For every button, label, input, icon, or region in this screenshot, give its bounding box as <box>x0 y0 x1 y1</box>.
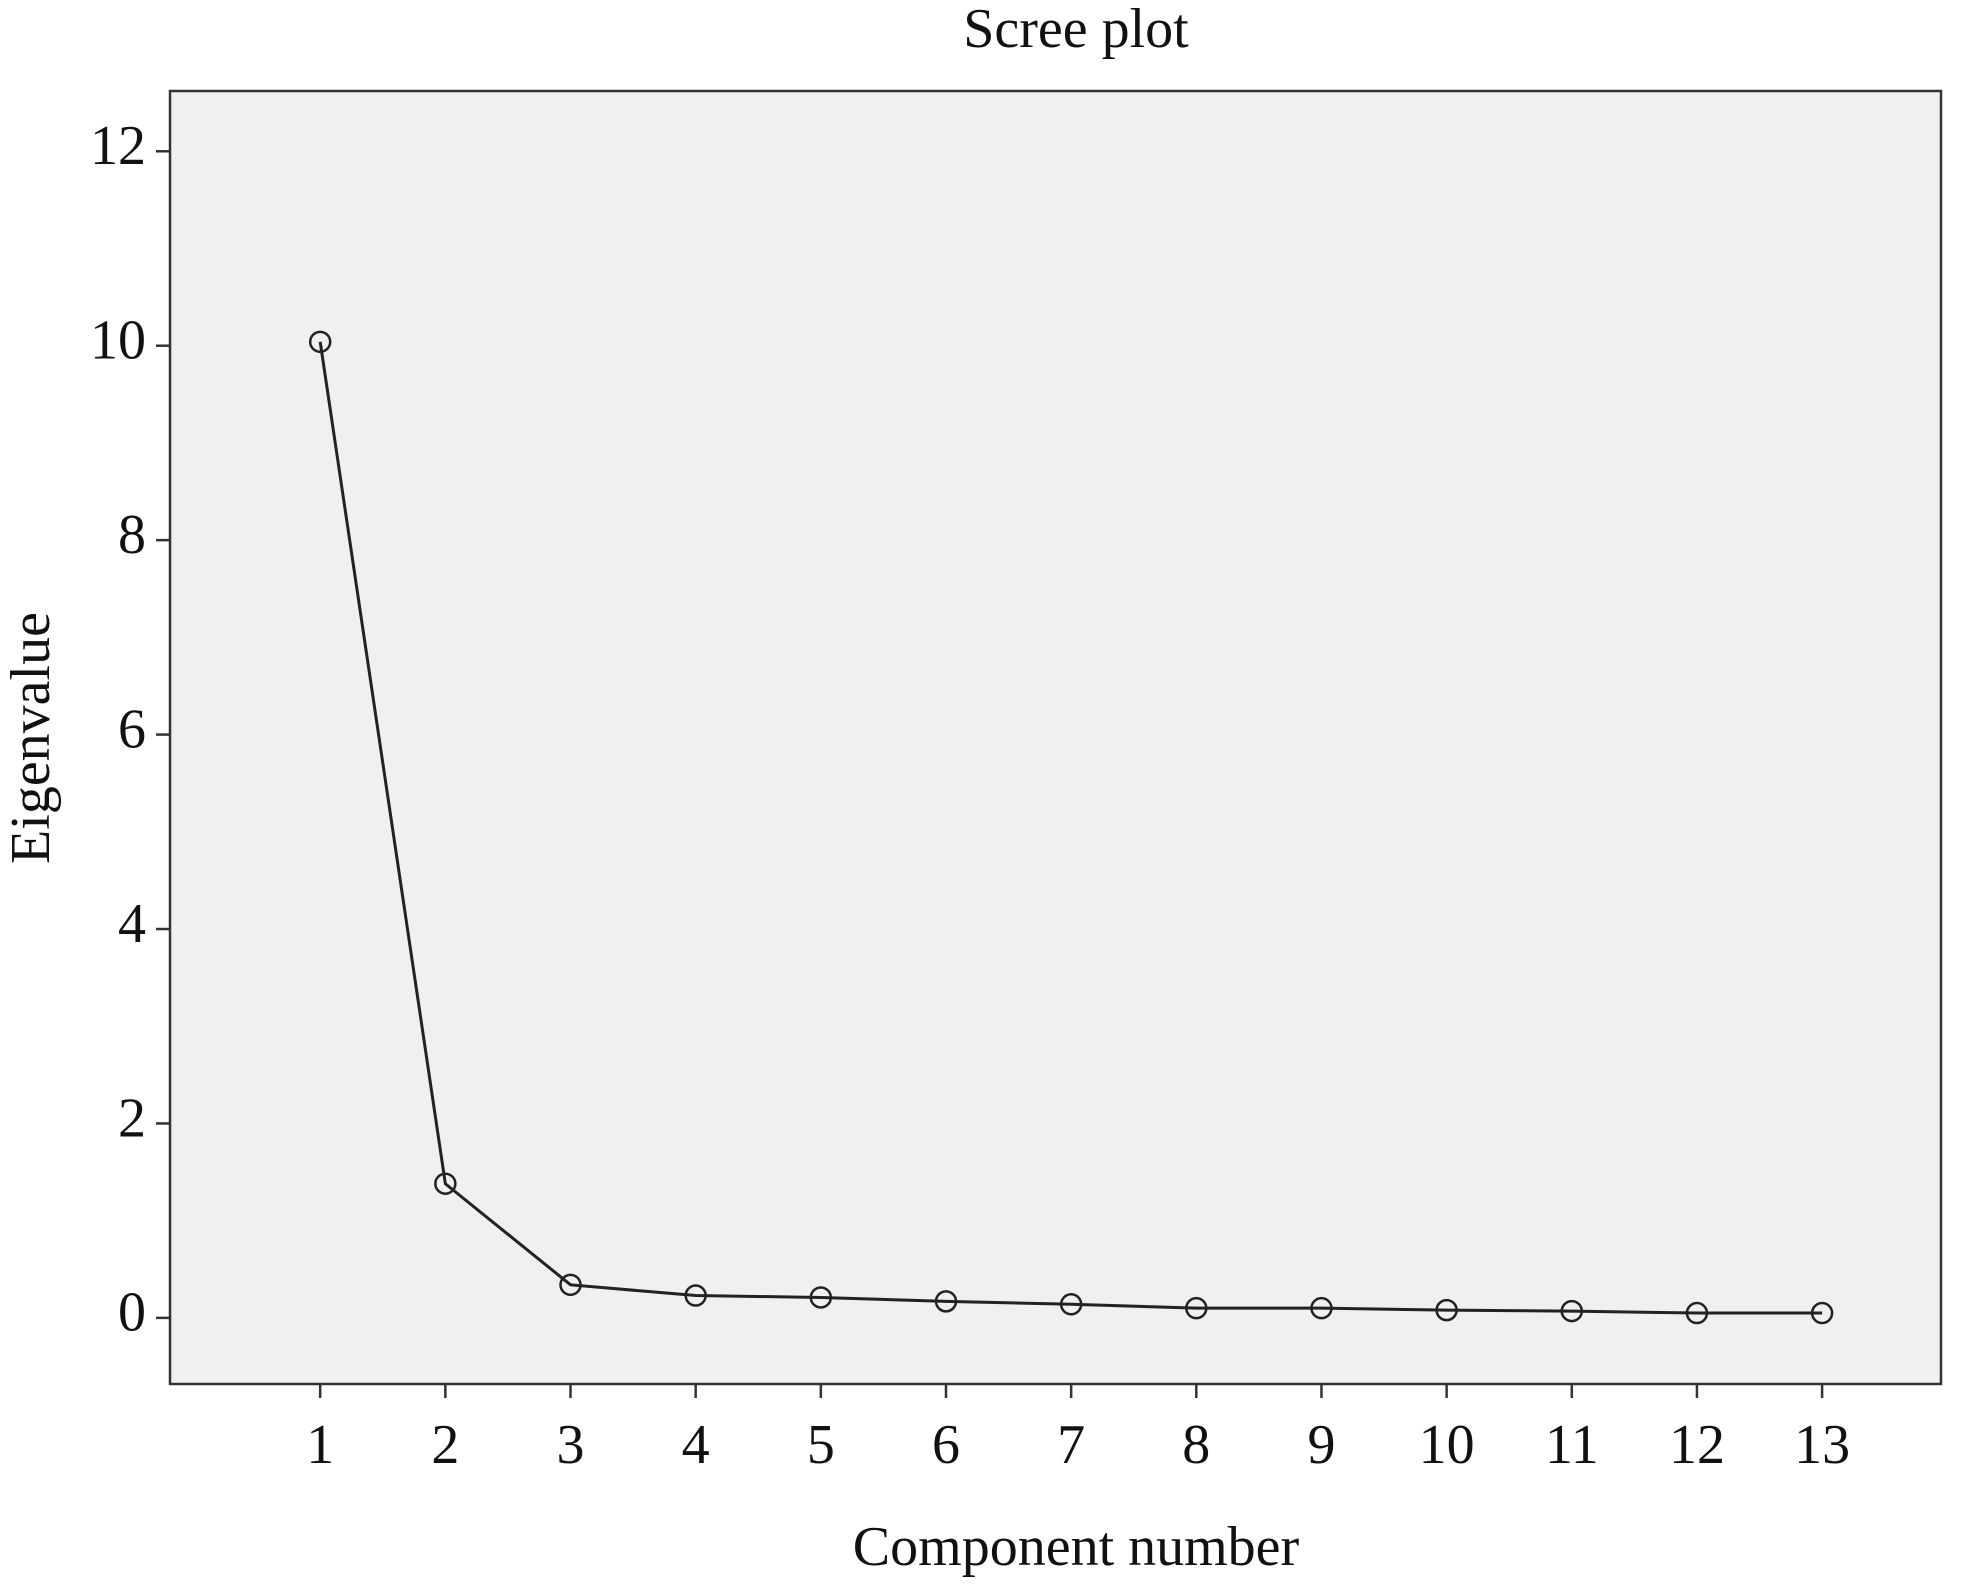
x-tick-label: 7 <box>1057 1414 1085 1476</box>
x-tick-label: 6 <box>932 1414 960 1476</box>
chart-title: Scree plot <box>963 0 1189 60</box>
x-tick-label: 10 <box>1419 1414 1475 1476</box>
plot-area <box>168 89 1943 1386</box>
data-point <box>1435 1298 1458 1322</box>
x-tick-label: 1 <box>306 1414 334 1476</box>
x-tick-label: 13 <box>1794 1414 1850 1476</box>
x-axis-label: Component number <box>853 1516 1300 1578</box>
data-point <box>1310 1296 1333 1320</box>
x-tick-label: 2 <box>431 1414 459 1476</box>
y-tick-label: 2 <box>118 1087 146 1149</box>
data-point <box>1560 1299 1584 1323</box>
data-point <box>1185 1296 1208 1320</box>
x-tick-label: 5 <box>807 1414 835 1476</box>
x-tick-label: 11 <box>1545 1414 1599 1476</box>
x-tick-label: 12 <box>1669 1414 1725 1476</box>
y-tick-label: 8 <box>118 504 146 566</box>
x-tick-label: 9 <box>1307 1414 1335 1476</box>
data-point <box>1810 1301 1834 1325</box>
y-tick-label: 6 <box>118 698 146 760</box>
data-point <box>559 1273 582 1297</box>
data-point <box>308 330 332 354</box>
data-point <box>1685 1301 1709 1325</box>
data-point <box>434 1172 457 1195</box>
x-tick-label: 8 <box>1182 1414 1210 1476</box>
x-tick-label: 4 <box>682 1414 710 1476</box>
data-line <box>318 341 1823 1315</box>
y-tick-label: 12 <box>90 115 146 177</box>
data-point <box>1059 1293 1083 1316</box>
y-tick-label: 0 <box>118 1282 146 1344</box>
y-tick-label: 10 <box>90 310 146 372</box>
y-tick-label: 4 <box>118 893 146 955</box>
y-axis-label: Eigenvalue <box>0 612 62 864</box>
x-tick-label: 3 <box>557 1414 585 1476</box>
data-point <box>934 1290 958 1313</box>
data-point <box>809 1286 833 1309</box>
data-point <box>684 1284 707 1307</box>
